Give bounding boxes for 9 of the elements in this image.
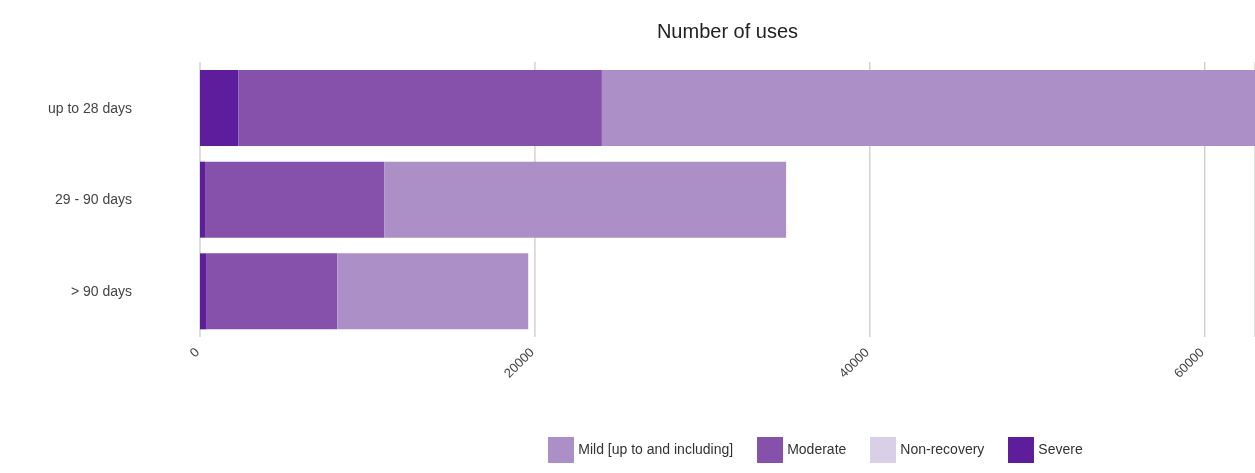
legend-label: Non-recovery <box>900 440 985 457</box>
legend-label: Moderate <box>787 440 847 457</box>
y-tick-label: > 90 days <box>70 283 132 300</box>
x-tick-label: 0 <box>186 344 203 361</box>
y-tick-label: 29 - 90 days <box>54 191 132 208</box>
legend-label: Mild [up to and including] <box>578 440 734 457</box>
y-tick-label: up to 28 days <box>47 99 132 116</box>
chart-title: Number of uses <box>655 20 800 43</box>
legend-label: Severe <box>1038 440 1083 457</box>
